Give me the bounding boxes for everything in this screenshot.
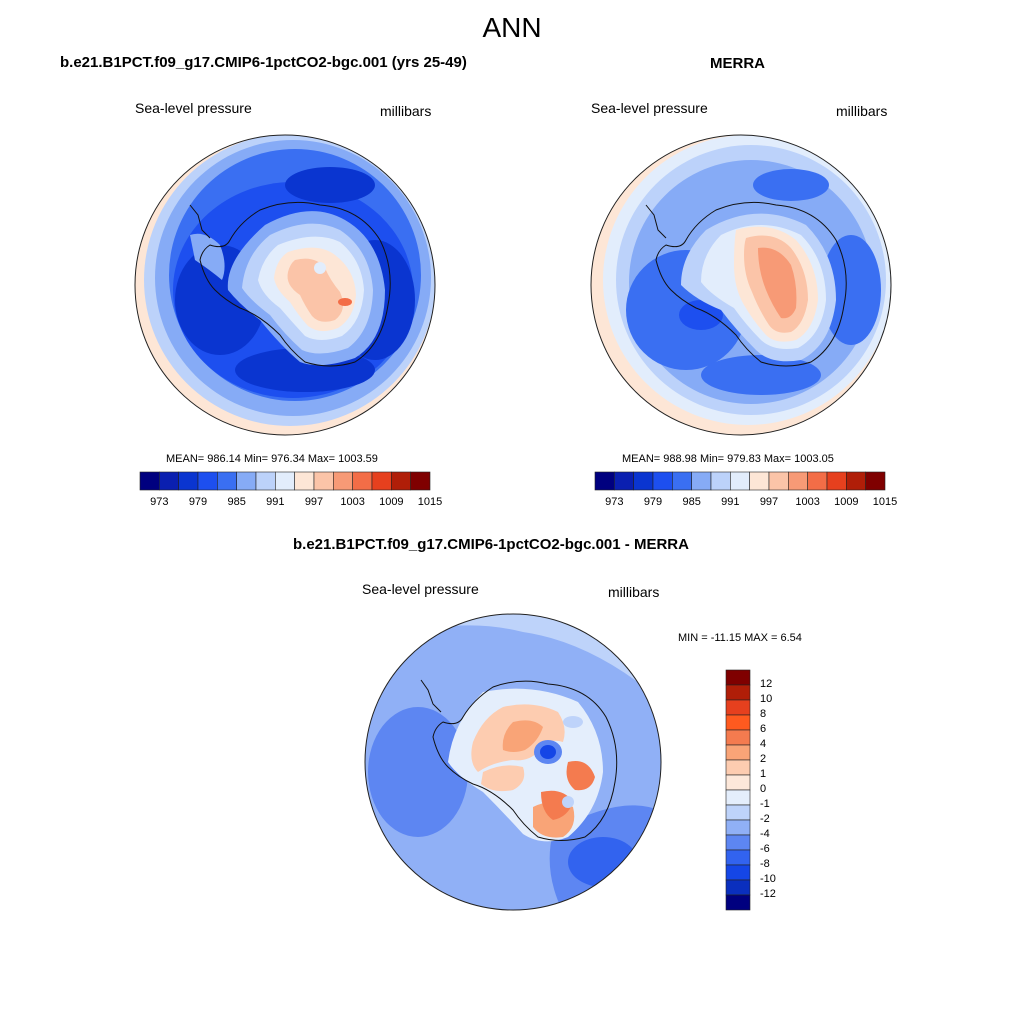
- colorbar-tick-label: -4: [760, 828, 770, 840]
- figure-title: ANN: [482, 12, 542, 43]
- colorbar-swatch: [725, 804, 751, 821]
- colorbar-swatch: [730, 471, 750, 491]
- colorbar-tick-label: 979: [643, 496, 663, 508]
- colorbar-swatch: [725, 774, 751, 791]
- colorbar-tick-label: -12: [760, 888, 776, 900]
- model-variable-label: Sea-level pressure: [135, 100, 252, 116]
- merra-variable-label: Sea-level pressure: [591, 100, 708, 116]
- diff-units-label: millibars: [608, 584, 660, 600]
- colorbar-tick-label: 12: [760, 678, 773, 690]
- colorbar-swatch: [691, 471, 712, 491]
- colorbar-swatch: [275, 471, 295, 491]
- colorbar-swatch: [352, 471, 373, 491]
- colorbar-tick-label: 973: [150, 496, 169, 508]
- colorbar-tick-label: -6: [760, 843, 770, 855]
- colorbar-tick-label: 997: [304, 496, 324, 508]
- colorbar-tick-label: 985: [227, 496, 246, 508]
- colorbar-swatch: [865, 471, 886, 491]
- colorbar-swatch: [725, 819, 751, 836]
- model-stats: MEAN= 986.14 Min= 976.34 Max= 1003.59: [166, 453, 378, 465]
- colorbar-swatch: [826, 471, 847, 491]
- colorbar-swatch: [725, 714, 751, 731]
- colorbar-swatch: [371, 471, 392, 491]
- colorbar-swatch: [294, 471, 315, 491]
- colorbar-swatch: [725, 789, 751, 806]
- model-colorbar: [139, 471, 431, 491]
- colorbar-swatch: [217, 471, 237, 491]
- diff-panel-title: b.e21.B1PCT.f09_g17.CMIP6-1pctCO2-bgc.00…: [293, 536, 689, 553]
- colorbar-tick-label: 1003: [795, 496, 820, 508]
- colorbar-tick-label: -2: [760, 813, 770, 825]
- colorbar-swatch: [725, 684, 751, 701]
- colorbar-tick-label: 6: [760, 723, 767, 735]
- colorbar-swatch: [236, 471, 257, 491]
- colorbar-tick-label: -10: [760, 873, 776, 885]
- colorbar-tick-label: 1015: [872, 496, 898, 508]
- colorbar-tick-label: 1003: [340, 496, 365, 508]
- colorbar-swatch: [725, 879, 751, 896]
- colorbar-swatch: [410, 471, 431, 491]
- colorbar-swatch: [391, 471, 411, 491]
- colorbar-swatch: [255, 471, 276, 491]
- colorbar-swatch: [710, 471, 731, 491]
- model-units-label: millibars: [380, 103, 432, 119]
- colorbar-tick-label: -1: [760, 798, 770, 810]
- colorbar-swatch: [725, 834, 751, 851]
- model-panel-title: b.e21.B1PCT.f09_g17.CMIP6-1pctCO2-bgc.00…: [60, 54, 467, 71]
- colorbar-swatch: [614, 471, 634, 491]
- colorbar-swatch: [313, 471, 334, 491]
- colorbar-swatch: [725, 699, 751, 716]
- merra-stats: MEAN= 988.98 Min= 979.83 Max= 1003.05: [622, 453, 834, 465]
- colorbar-swatch: [768, 471, 789, 491]
- colorbar-tick-label: 1: [760, 768, 767, 780]
- colorbar-swatch: [633, 471, 654, 491]
- colorbar-swatch: [652, 471, 673, 491]
- colorbar-swatch: [197, 471, 218, 491]
- model-polar-map: [134, 134, 436, 436]
- colorbar-swatch: [333, 471, 353, 491]
- colorbar-tick-label: 973: [605, 496, 624, 508]
- colorbar-tick-label: 1009: [379, 496, 404, 508]
- colorbar-tick-label: 991: [266, 496, 285, 508]
- colorbar-tick-label: -8: [760, 858, 770, 870]
- merra-units-label: millibars: [836, 103, 888, 119]
- merra-colorbar: [594, 471, 886, 491]
- colorbar-swatch: [159, 471, 179, 491]
- colorbar-tick-label: 997: [759, 496, 779, 508]
- colorbar-swatch: [725, 744, 751, 761]
- colorbar-swatch: [672, 471, 692, 491]
- colorbar-swatch: [594, 471, 615, 491]
- colorbar-swatch: [725, 759, 751, 776]
- colorbar-swatch: [725, 729, 751, 746]
- merra-polar-map: [590, 134, 892, 436]
- colorbar-swatch: [725, 864, 751, 881]
- colorbar-tick-label: 1009: [834, 496, 859, 508]
- colorbar-swatch: [749, 471, 770, 491]
- colorbar-swatch: [788, 471, 808, 491]
- colorbar-tick-label: 991: [721, 496, 740, 508]
- diff-variable-label: Sea-level pressure: [362, 581, 479, 597]
- diff-stats: MIN = -11.15 MAX = 6.54: [678, 632, 802, 644]
- colorbar-tick-label: 8: [760, 708, 767, 720]
- colorbar-swatch: [725, 669, 751, 686]
- diff-polar-map: [364, 613, 662, 911]
- colorbar-tick-label: 1015: [417, 496, 443, 508]
- colorbar-swatch: [846, 471, 866, 491]
- merra-panel-title: MERRA: [710, 55, 765, 72]
- colorbar-tick-label: 979: [188, 496, 208, 508]
- colorbar-tick-label: 2: [760, 753, 767, 765]
- colorbar-tick-label: 10: [760, 693, 773, 705]
- colorbar-swatch: [807, 471, 828, 491]
- colorbar-swatch: [725, 894, 751, 911]
- colorbar-swatch: [178, 471, 199, 491]
- diff-colorbar: [725, 669, 751, 911]
- colorbar-tick-label: 985: [682, 496, 701, 508]
- colorbar-tick-label: 4: [760, 738, 767, 750]
- colorbar-swatch: [139, 471, 160, 491]
- colorbar-swatch: [725, 849, 751, 866]
- colorbar-tick-label: 0: [760, 783, 767, 795]
